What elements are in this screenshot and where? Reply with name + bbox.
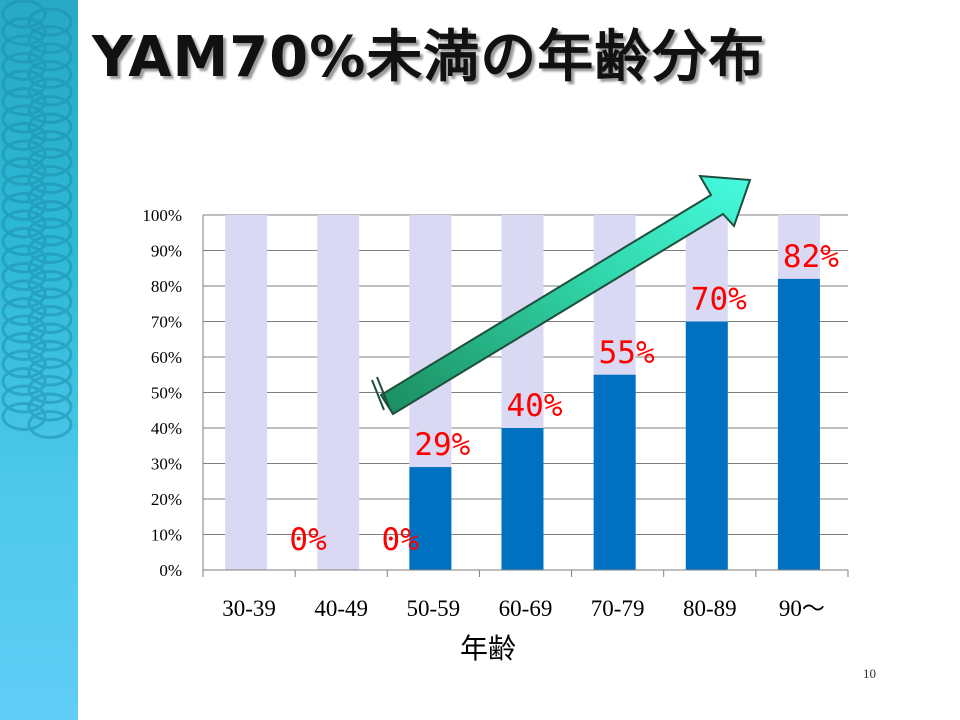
ring-shape	[1, 52, 47, 81]
y-tick-label: 50%	[151, 384, 182, 403]
ring-shape	[1, 87, 47, 116]
ring-shape	[1, 297, 47, 326]
page-title: YAM70%未満の年齢分布	[92, 25, 766, 90]
ring-shape	[27, 25, 73, 54]
ring-shape	[27, 287, 73, 317]
y-tick-label: 0%	[159, 561, 182, 580]
ring-shape	[1, 174, 47, 204]
axes	[202, 215, 849, 577]
ring-shape	[27, 270, 73, 299]
bar	[685, 321, 728, 570]
ring-shape	[27, 165, 73, 194]
data-labels: 0% 0% 29% 40% 55% 70% 82%	[289, 239, 839, 558]
ring-shape	[1, 384, 47, 414]
ring-shape	[27, 322, 73, 352]
ring-shape	[1, 227, 47, 256]
trend-arrow-tail-stripe	[376, 376, 390, 408]
ring-shape	[27, 235, 73, 264]
ring-shape	[27, 147, 73, 177]
ring-shape	[1, 0, 47, 29]
x-tick-label: 80-89	[683, 596, 737, 621]
ring-shape	[27, 217, 73, 247]
ring-shape	[1, 244, 47, 274]
ring-shape	[1, 332, 47, 361]
ring-shape	[27, 340, 73, 369]
y-axis-tick-labels: 0% 10% 20% 30% 40% 50% 60% 70% 80% 90% 100%	[142, 206, 182, 580]
ring-shape	[1, 402, 47, 431]
ring-shape	[1, 104, 47, 134]
data-label: 55%	[599, 335, 655, 371]
x-tick-label: 60-69	[499, 596, 553, 621]
ring-shape	[1, 34, 47, 64]
ring-shape	[1, 192, 47, 221]
bar	[409, 467, 452, 570]
ring-shape	[27, 7, 73, 37]
data-label: 0%	[289, 522, 327, 558]
y-tick-label: 20%	[151, 490, 182, 509]
ring-shape	[1, 139, 47, 169]
ring-shape	[27, 60, 73, 89]
bar	[593, 374, 636, 570]
y-tick-label: 100%	[142, 206, 182, 225]
side-decoration-band	[0, 0, 78, 720]
ring-shape	[1, 209, 47, 239]
ring-shape	[1, 17, 47, 46]
trend-arrow-icon	[379, 174, 752, 416]
bar	[501, 428, 544, 570]
ring-shape	[27, 392, 73, 422]
ring-shape	[27, 410, 73, 439]
ring-shape	[1, 314, 47, 344]
bar	[777, 278, 820, 570]
x-tick-label: 40-49	[314, 596, 368, 621]
data-label: 29%	[414, 427, 470, 463]
background-bar	[225, 215, 268, 570]
ring-shape	[27, 252, 73, 282]
x-tick-label: 70-79	[591, 596, 645, 621]
data-bars	[409, 278, 820, 570]
y-tick-label: 30%	[151, 455, 182, 474]
ring-shape	[27, 182, 73, 212]
ring-shape	[1, 157, 47, 186]
ring-shape	[27, 42, 73, 72]
y-tick-label: 70%	[151, 313, 182, 332]
y-tick-label: 60%	[151, 348, 182, 367]
background-bar	[317, 215, 360, 570]
ring-shape	[27, 95, 73, 124]
page-number: 10	[863, 666, 876, 681]
ring-shape	[27, 305, 73, 334]
ring-shape	[1, 69, 47, 99]
ring-shape	[27, 77, 73, 107]
trend-arrow-tail-stripe	[371, 379, 385, 411]
ring-shape	[27, 130, 73, 159]
ring-shape	[27, 200, 73, 229]
x-tick-label: 30-39	[222, 596, 276, 621]
x-axis-title: 年齢	[460, 632, 516, 665]
ring-shape	[27, 375, 73, 404]
x-tick-label: 90～	[779, 596, 825, 621]
trend-arrow	[371, 174, 752, 416]
x-axis-category-labels: 30-39 40-49 50-59 60-69 70-79 80-89 90～	[222, 596, 825, 621]
data-label: 40%	[507, 388, 563, 424]
ring-shape	[27, 357, 73, 387]
data-label: 70%	[691, 282, 747, 318]
decorative-ring-pattern	[1, 0, 73, 439]
x-tick-label: 50-59	[407, 596, 461, 621]
ring-shape	[27, 112, 73, 142]
ring-shape	[1, 122, 47, 151]
y-tick-label: 10%	[151, 526, 182, 545]
y-tick-label: 80%	[151, 277, 182, 296]
ring-shape	[1, 279, 47, 309]
ring-shape	[1, 367, 47, 396]
ring-shape	[1, 349, 47, 379]
y-tick-label: 90%	[151, 242, 182, 261]
data-label: 0%	[382, 522, 420, 558]
y-tick-label: 40%	[151, 419, 182, 438]
ring-shape	[1, 262, 47, 291]
data-label: 82%	[783, 239, 839, 275]
